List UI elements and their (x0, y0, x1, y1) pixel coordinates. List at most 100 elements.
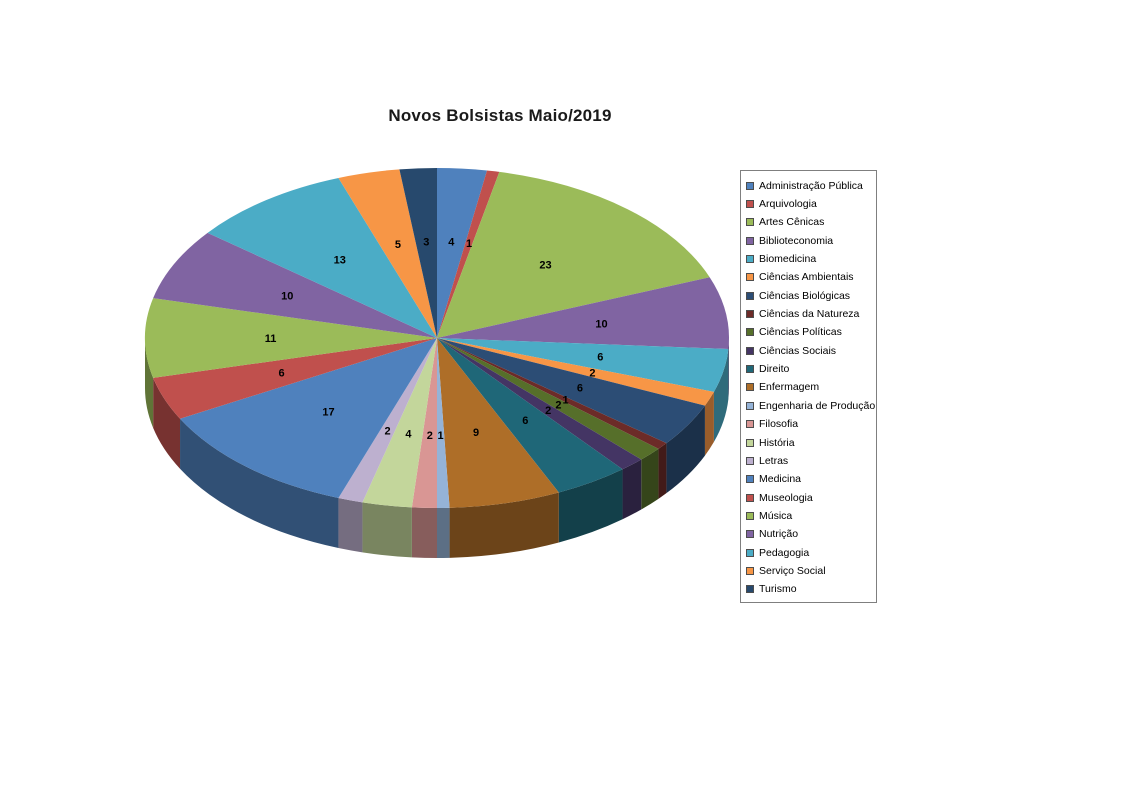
slice-value-label: 6 (597, 352, 603, 364)
legend-swatch-icon (746, 420, 754, 429)
slice-value-label: 6 (279, 368, 285, 380)
pie-slice-side (658, 443, 667, 499)
legend-item: Ciências Biológicas (746, 287, 872, 304)
legend-swatch-icon (746, 548, 754, 557)
pie-slice-side (558, 469, 623, 543)
pie-slice (437, 338, 642, 470)
legend-label: Medicina (759, 473, 802, 486)
slice-value-label: 10 (281, 291, 293, 303)
legend-swatch-icon (746, 475, 754, 484)
pie-slice (437, 338, 714, 406)
pie-slice (437, 170, 500, 338)
legend-item: Música (746, 507, 872, 524)
legend-swatch-icon (746, 328, 754, 337)
pie-slice-side (622, 459, 642, 520)
legend-swatch-icon (746, 346, 754, 355)
legend-label: Ciências Biológicas (759, 289, 851, 302)
pie-slice (145, 298, 438, 378)
legend-item: Ciências Sociais (746, 342, 872, 359)
legend-label: Ciências Ambientais (759, 271, 854, 284)
pie-slice (437, 338, 659, 460)
legend-item: Letras (746, 452, 872, 469)
pie-slice (399, 168, 437, 338)
legend-swatch-icon (746, 291, 754, 300)
slice-value-label: 9 (473, 427, 479, 439)
legend-label: Museologia (759, 491, 813, 504)
pie-slice (411, 338, 437, 508)
legend-item: Filosofia (746, 416, 872, 433)
slice-value-label: 1 (466, 238, 472, 250)
legend-label: Turismo (759, 583, 797, 596)
legend-item: Pedagogia (746, 544, 872, 561)
pie-slice-side (437, 507, 450, 558)
legend-item: Artes Cênicas (746, 214, 872, 231)
slice-value-label: 2 (589, 368, 595, 380)
slice-value-label: 3 (423, 236, 429, 248)
slice-value-label: 5 (395, 239, 401, 251)
legend-swatch-icon (746, 254, 754, 263)
legend-item: Engenharia de Produção (746, 397, 876, 414)
slice-value-label: 10 (595, 318, 607, 330)
legend-item: Administração Pública (746, 177, 872, 194)
pie-slice-side (180, 418, 339, 549)
pie-slice-side (145, 338, 154, 428)
legend-item: Enfermagem (746, 379, 872, 396)
legend-item: Arquivologia (746, 195, 872, 212)
pie-slice-side (641, 448, 659, 510)
pie-slice (437, 171, 710, 338)
legend-swatch-icon (746, 365, 754, 374)
pie-slice (153, 338, 437, 419)
slice-value-label: 2 (545, 405, 551, 417)
pie-slice (437, 338, 559, 508)
slice-value-label: 2 (385, 426, 391, 438)
legend-label: Nutrição (759, 528, 799, 541)
legend-item: Serviço Social (746, 563, 872, 580)
legend-label: Letras (759, 454, 789, 467)
legend-swatch-icon (746, 511, 754, 520)
legend-swatch-icon (746, 438, 754, 447)
legend-label: Biblioteconomia (759, 234, 834, 247)
pie-slice (437, 168, 488, 338)
pie-slice (338, 169, 437, 338)
legend-label: Música (759, 509, 793, 522)
pie-slice (153, 232, 437, 338)
legend-label: Engenharia de Produção (759, 399, 876, 412)
legend-item: Nutrição (746, 526, 872, 543)
pie-slice (362, 338, 437, 508)
legend-item: Biomedicina (746, 250, 872, 267)
pie-slice (207, 177, 437, 338)
pie-slice-side (338, 498, 363, 553)
legend-item: Biblioteconomia (746, 232, 872, 249)
legend-item: Turismo (746, 581, 872, 598)
legend-swatch-icon (746, 401, 754, 410)
legend-label: Ciências Políticas (759, 326, 842, 339)
slice-value-label: 4 (405, 428, 412, 440)
slice-value-label: 13 (334, 254, 346, 266)
pie-slice (437, 338, 705, 444)
slice-value-label: 4 (448, 236, 455, 248)
legend-label: Ciências Sociais (759, 344, 837, 357)
pie-slice (437, 338, 450, 508)
pie-slice (180, 338, 437, 499)
legend-label: História (759, 436, 795, 449)
legend-swatch-icon (746, 199, 754, 208)
legend-label: Direito (759, 363, 790, 376)
slice-value-label: 2 (427, 430, 433, 442)
legend-item: Medicina (746, 471, 872, 488)
pie-slice-side (704, 391, 714, 456)
legend-swatch-icon (746, 530, 754, 539)
legend-swatch-icon (746, 456, 754, 465)
legend-label: Serviço Social (759, 565, 826, 578)
legend-item: História (746, 434, 872, 451)
slice-value-label: 6 (522, 415, 528, 427)
pie-slice (437, 338, 623, 493)
pie-slice (437, 338, 667, 449)
legend-swatch-icon (746, 585, 754, 594)
slice-value-label: 1 (438, 430, 444, 442)
legend-swatch-icon (746, 181, 754, 190)
pie-slice-side (411, 507, 437, 558)
pie-slice-side (362, 502, 412, 558)
legend-swatch-icon (746, 383, 754, 392)
pie-slice (437, 277, 729, 349)
